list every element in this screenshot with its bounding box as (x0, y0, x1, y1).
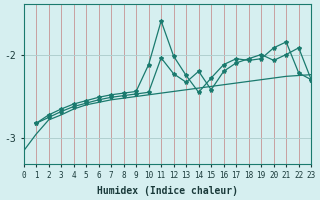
X-axis label: Humidex (Indice chaleur): Humidex (Indice chaleur) (97, 186, 238, 196)
